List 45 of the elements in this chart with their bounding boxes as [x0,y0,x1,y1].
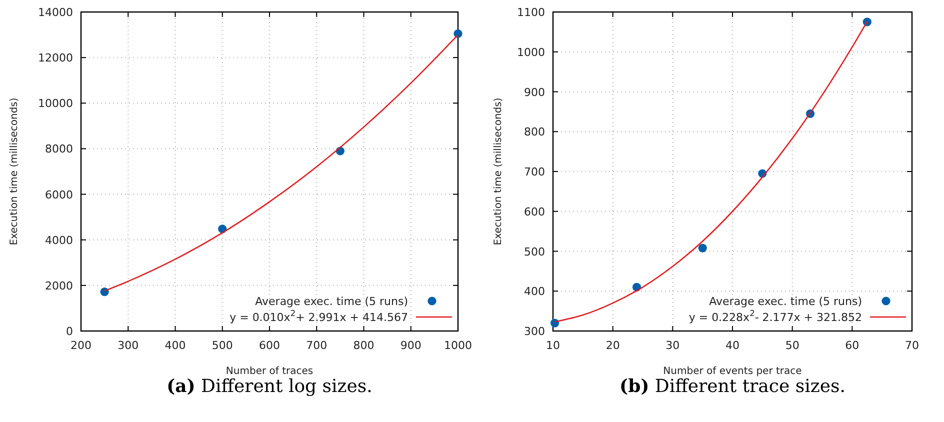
x-tick-label: 500 [212,339,233,352]
y-tick-label: 400 [524,285,545,298]
x-tick-label: 900 [400,339,422,352]
y-tick-label: 10000 [38,97,73,110]
y-axis-title: Execution time (milliseconds) [9,98,20,246]
y-tick-label: 900 [524,86,545,99]
x-tick-label: 60 [845,339,860,352]
x-tick-label: 70 [905,339,919,352]
x-tick-label: 300 [118,339,139,352]
y-tick-label: 0 [66,325,73,338]
x-tick-label: 20 [606,339,620,352]
legend-label: Average exec. time (5 runs) [255,295,408,308]
x-tick-label: 30 [666,339,680,352]
y-tick-label: 300 [524,325,545,338]
x-tick-label: 700 [306,339,328,352]
legend-label: y = 0.010x$^{2}$+ 2.991x + 414.567 [230,308,408,324]
x-tick-label: 200 [70,339,92,352]
y-tick-label: 6000 [45,188,73,202]
text: (b) Different trace sizes. [620,376,846,397]
y-tick-label: 1100 [517,6,545,19]
x-tick-label: 400 [164,339,186,352]
x-tick-label: 40 [726,339,740,352]
y-tick-label: 700 [524,166,545,178]
point [698,244,707,252]
x-tick-label: 600 [259,339,280,352]
y-axis-title: Execution time (milliseconds) [493,98,504,246]
y-tick-label: 1000 [517,46,545,59]
legend-label: y = 0.228x$^{2}$- 2.177x + 321.852 [688,308,862,324]
point [550,318,560,328]
x-tick-label: 800 [353,339,374,352]
y-tick-label: 12000 [38,52,73,65]
x-axis-title: Number of traces [226,366,314,377]
y-tick-label: 500 [524,245,545,258]
y-tick-label: 8000 [45,142,73,156]
y-tick-label: 14000 [38,6,73,19]
y-tick-label: 600 [524,205,545,218]
x-tick-label: 50 [785,339,800,352]
y-tick-label: 2000 [45,279,73,292]
y-tick-label: 4000 [45,234,73,247]
x-tick-label: 1000 [444,339,472,352]
text: (a) Different log sizes. [166,376,372,397]
legend-label: Average exec. time (5 runs) [709,295,862,308]
y-tick-label: 800 [524,126,545,139]
x-axis-title: Number of events per trace [663,366,802,377]
x-tick-label: 10 [546,339,560,352]
